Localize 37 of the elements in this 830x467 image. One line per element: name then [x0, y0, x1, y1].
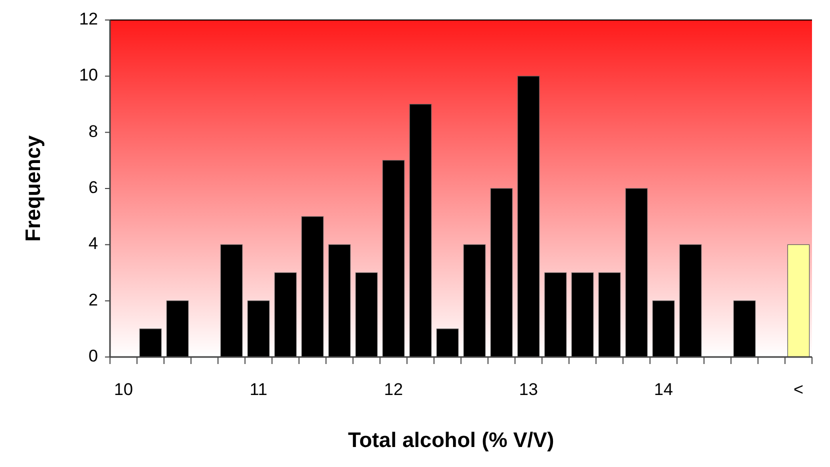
bar — [625, 188, 648, 358]
bar — [328, 244, 351, 358]
y-tick-label: 6 — [88, 178, 98, 197]
y-tick-label: 2 — [88, 290, 98, 310]
x-tick-label: 14 — [654, 380, 673, 399]
bar — [544, 272, 567, 358]
bar — [382, 160, 405, 358]
y-tick-label: 12 — [79, 9, 98, 28]
bar — [139, 328, 162, 358]
bar — [571, 272, 594, 358]
y-tick-label: 10 — [79, 66, 98, 85]
y-tick-label: 8 — [88, 122, 98, 141]
bar — [247, 300, 270, 358]
y-axis-title: Frequency — [22, 135, 45, 242]
bar — [463, 244, 486, 358]
x-tick-label: 11 — [250, 380, 268, 399]
y-tick-label: 0 — [88, 346, 98, 366]
x-axis-title: Total alcohol (% V/V) — [348, 429, 554, 452]
bar — [733, 300, 756, 358]
x-tick-label: 13 — [519, 380, 538, 399]
bar — [652, 300, 675, 358]
bar — [679, 244, 702, 358]
x-tick-label: 10 — [114, 380, 133, 399]
x-tick-label: < — [794, 380, 804, 399]
x-tick-label: 12 — [384, 380, 403, 399]
y-tick-label: 4 — [88, 234, 98, 254]
bar — [166, 300, 189, 358]
bar — [355, 272, 378, 358]
bar — [301, 216, 324, 358]
bar — [490, 188, 513, 358]
bar — [436, 328, 459, 358]
bar — [517, 76, 540, 358]
bar — [409, 104, 432, 358]
bar — [787, 244, 810, 358]
bar — [220, 244, 243, 358]
bar — [598, 272, 621, 358]
bar — [274, 272, 297, 358]
